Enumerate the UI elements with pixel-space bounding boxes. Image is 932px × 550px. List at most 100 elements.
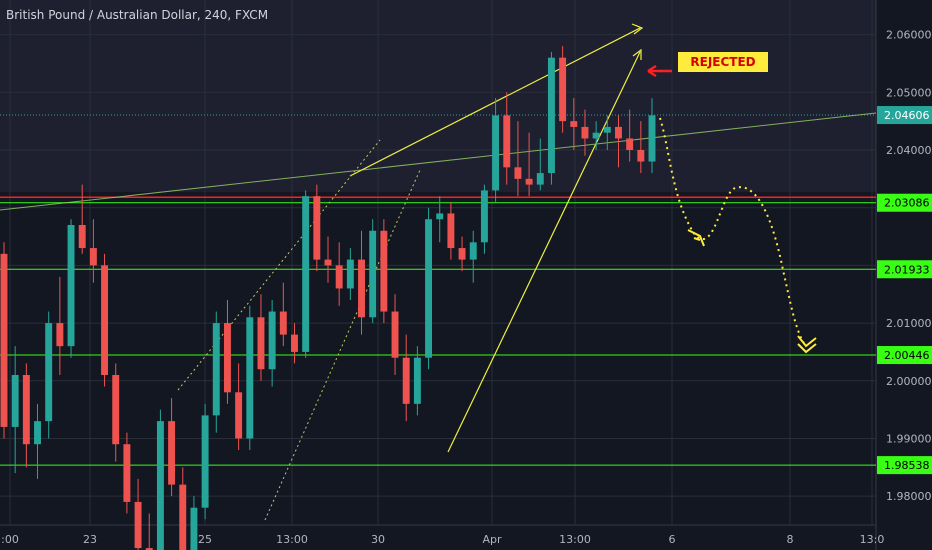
price-tick-label: 2.06000 — [886, 29, 932, 42]
candle-body — [559, 57, 567, 122]
candle-body — [45, 323, 53, 422]
rejected-arrow — [647, 64, 672, 78]
trend-lines — [0, 23, 877, 521]
candle-body — [246, 317, 254, 439]
price-tick-label: 2.04000 — [886, 144, 932, 157]
candle-body — [313, 196, 321, 260]
candle-body — [592, 132, 600, 139]
projection-arrow-2 — [797, 335, 817, 354]
time-tick-label: 23 — [83, 533, 97, 546]
candle-body — [89, 248, 97, 266]
upper-zone-shade — [0, 0, 876, 192]
level-price-label: 2.00446 — [884, 349, 930, 362]
candle-body — [391, 311, 399, 358]
dotted-guide-2 — [264, 169, 421, 521]
current-price-label: 2.04606 — [884, 109, 930, 122]
price-tick-label: 2.00000 — [886, 375, 932, 388]
time-tick-label: 13:00 — [276, 533, 308, 546]
candle-body — [123, 444, 131, 502]
candle-body — [369, 230, 377, 318]
trend-line-lower — [447, 51, 641, 453]
candle-body — [413, 357, 421, 404]
candle-body — [11, 375, 19, 427]
candles — [0, 46, 656, 550]
rejected-badge: REJECTED — [678, 52, 768, 72]
candle-body — [648, 115, 656, 162]
current-price-tag — [877, 106, 932, 125]
level-price-label: 2.03086 — [884, 197, 930, 210]
candle-body — [156, 421, 164, 550]
level-price-tag — [877, 260, 932, 279]
time-tick-label: 25 — [198, 533, 212, 546]
price-tick-label: 2.05000 — [886, 86, 932, 99]
candle-body — [402, 357, 410, 404]
time-tick-label: 6 — [669, 533, 676, 546]
candle-body — [514, 167, 522, 179]
candle-body — [190, 507, 198, 550]
candle-body — [581, 126, 589, 139]
level-lines — [0, 114, 876, 466]
candle-body — [145, 548, 153, 550]
candle-body — [101, 265, 109, 375]
trend-line-long — [0, 112, 877, 211]
candle-body — [212, 323, 220, 416]
candle-body — [615, 126, 622, 139]
candle-body — [603, 126, 611, 133]
candle-body — [78, 225, 86, 249]
candle-body — [425, 219, 433, 358]
candle-body — [626, 138, 634, 150]
candle-body — [268, 311, 276, 370]
candle-body — [56, 323, 64, 347]
time-tick-label: Apr — [482, 533, 502, 546]
candle-body — [358, 259, 365, 318]
trend-line-upper — [349, 27, 641, 177]
candle-body — [547, 57, 555, 174]
candle-body — [34, 421, 41, 445]
projection-path — [659, 117, 806, 346]
candle-body — [436, 213, 444, 220]
dotted-guide-1 — [177, 139, 381, 391]
candle-body — [179, 484, 187, 550]
candle-body — [291, 334, 298, 352]
candle-body — [346, 259, 354, 289]
candle-body — [525, 178, 533, 185]
time-tick-label: 8 — [787, 533, 794, 546]
candle-body — [458, 248, 466, 260]
level-price-tag — [877, 456, 932, 475]
price-tick-label: 2.01000 — [886, 317, 932, 330]
time-tick-label: 30 — [371, 533, 385, 546]
candle-body — [279, 311, 287, 335]
candle-body — [492, 115, 500, 191]
time-axis: :00 23 25 13:00 30 Apr 13:00 6 8 13:0 — [1, 533, 884, 546]
candle-body — [223, 323, 231, 393]
candle-body — [380, 230, 388, 312]
candle-body — [201, 415, 209, 508]
price-tick-label: 1.98000 — [886, 490, 932, 503]
candle-body — [447, 213, 455, 249]
candle-body — [134, 501, 142, 549]
candle-body — [302, 196, 310, 352]
price-tick-label: 1.99000 — [886, 432, 932, 445]
time-tick-label: 13:0 — [860, 533, 885, 546]
candle-body — [570, 121, 578, 127]
time-tick-label: :00 — [1, 533, 19, 546]
candle-body — [22, 375, 30, 445]
level-price-label: 1.98538 — [884, 459, 930, 472]
candle-body — [0, 253, 8, 427]
candle-body — [335, 265, 343, 289]
level-price-label: 2.01933 — [884, 263, 930, 276]
projection-arrow-1 — [687, 229, 705, 247]
candle-body — [637, 150, 645, 162]
arrow-head-lower — [632, 48, 642, 60]
candle-body — [503, 115, 511, 168]
chart-title: British Pound / Australian Dollar, 240, … — [6, 8, 269, 22]
level-price-tag — [877, 193, 932, 212]
candle-body — [480, 190, 488, 243]
candle-body — [257, 317, 265, 370]
candle-body — [168, 421, 176, 485]
candle-body — [235, 392, 243, 439]
candle-body — [469, 242, 477, 260]
arrow-head-upper — [631, 23, 644, 35]
candle-body — [67, 225, 75, 347]
